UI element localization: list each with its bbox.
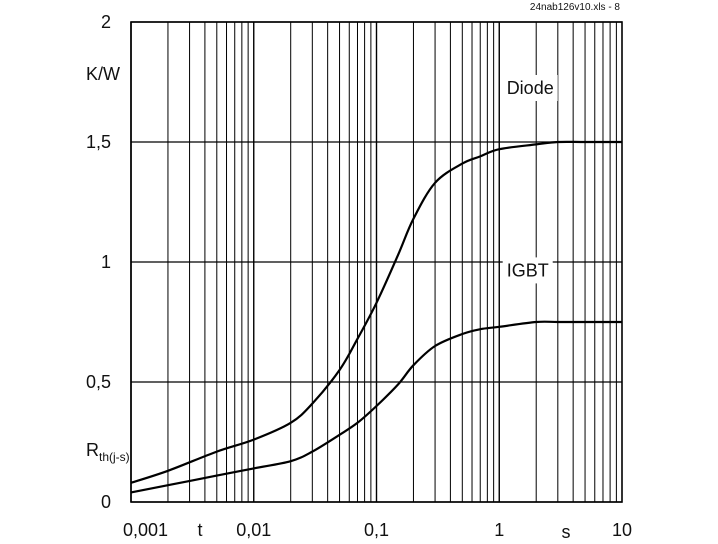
x-axis-symbol: t bbox=[197, 520, 202, 540]
x-axis-unit: s bbox=[562, 522, 571, 542]
y-tick-label: 1,5 bbox=[86, 132, 111, 152]
x-tick-label: 0,1 bbox=[364, 520, 389, 540]
labels: 24nab126v10.xls - 8 K/W Rth(j-s) t s 0 0,… bbox=[86, 2, 632, 542]
x-tick-label: 10 bbox=[612, 520, 632, 540]
series-label-background bbox=[502, 257, 553, 284]
y-axis-unit: K/W bbox=[86, 64, 120, 84]
series-label-background bbox=[502, 75, 558, 101]
y-axis-symbol: Rth(j-s) bbox=[86, 440, 130, 464]
y-tick-label: 1 bbox=[101, 252, 111, 272]
x-tick-label: 1 bbox=[494, 520, 504, 540]
x-tick-label: 0,01 bbox=[236, 520, 271, 540]
plot-frame bbox=[130, 21, 623, 503]
series-lines: Diode IGBT bbox=[130, 75, 622, 494]
y-tick-label: 0 bbox=[101, 492, 111, 512]
file-note: 24nab126v10.xls - 8 bbox=[530, 2, 621, 13]
x-tick-label: 0,001 bbox=[123, 520, 168, 540]
y-axis-symbol-sub: th(j-s) bbox=[99, 450, 130, 464]
y-axis-symbol-main: R bbox=[86, 440, 99, 460]
series-label-igbt: IGBT bbox=[507, 260, 549, 280]
y-tick-label: 0,5 bbox=[86, 372, 111, 392]
series-line-diode bbox=[130, 140, 622, 484]
series-line-igbt bbox=[130, 320, 622, 494]
series-label-diode: Diode bbox=[507, 78, 554, 98]
y-tick-label: 2 bbox=[101, 12, 111, 32]
